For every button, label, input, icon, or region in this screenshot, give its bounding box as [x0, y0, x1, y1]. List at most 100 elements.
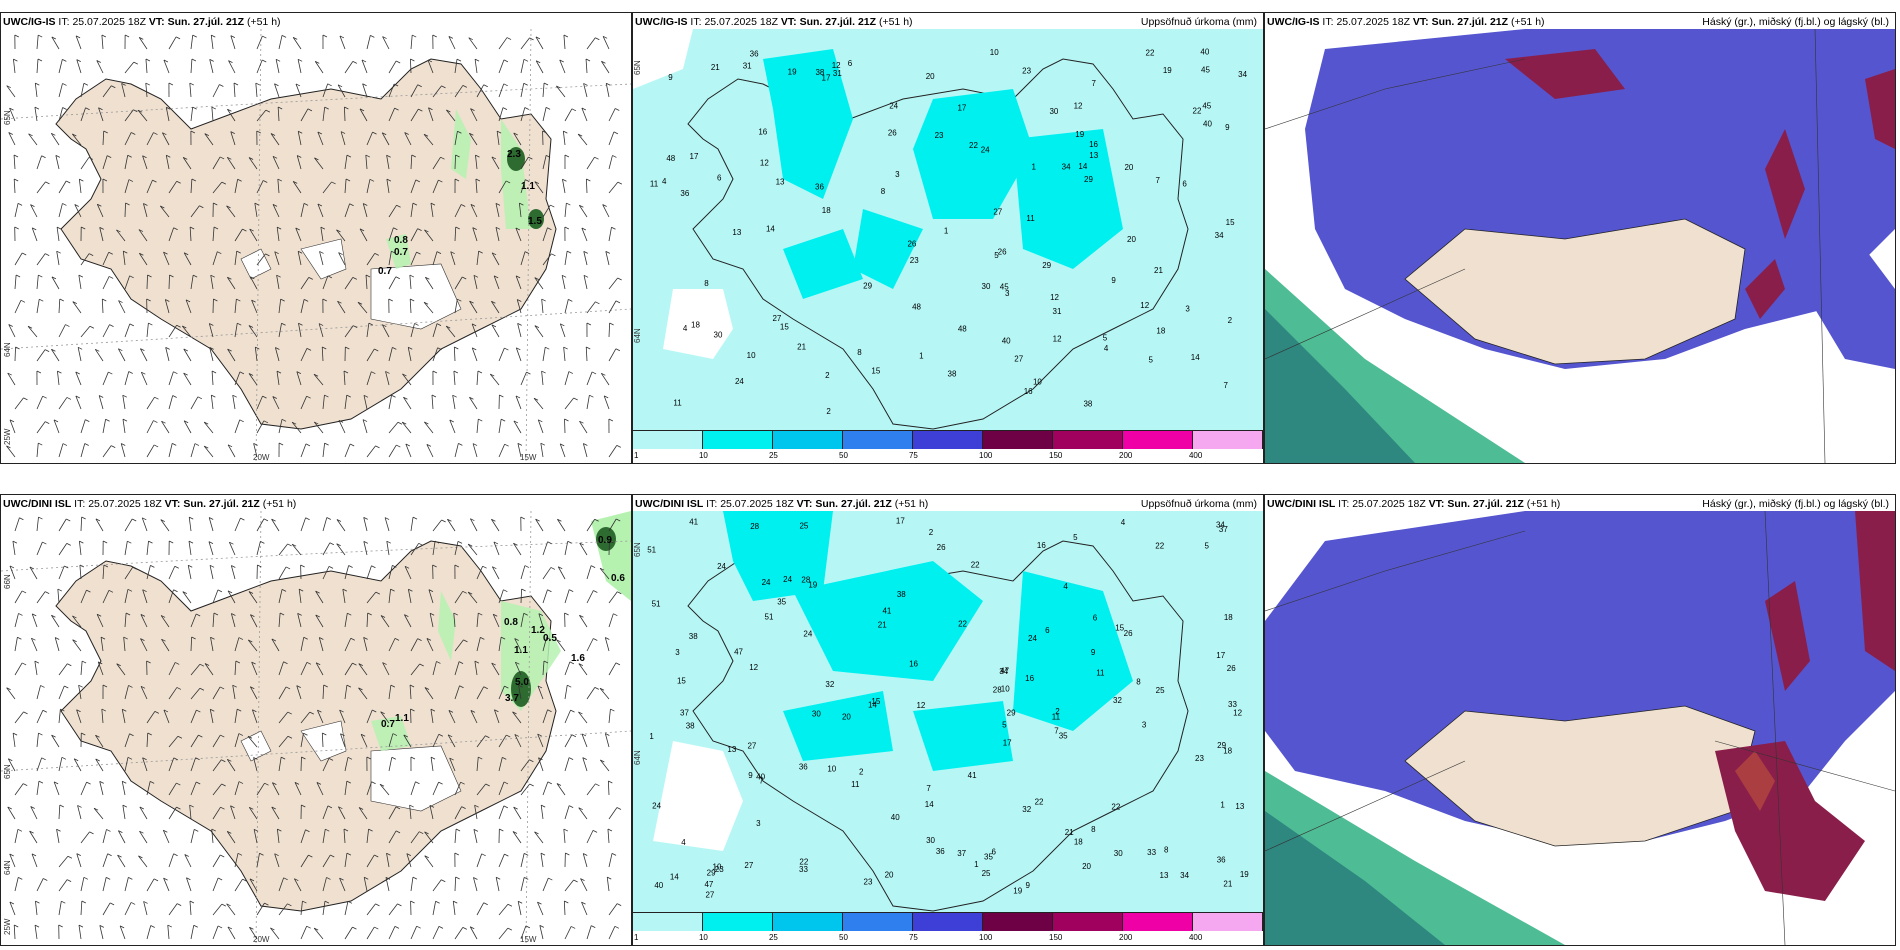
wind-barb-flag: [172, 395, 177, 398]
precip-value: 51: [652, 599, 661, 608]
wind-barb: [468, 37, 478, 50]
wind-barb: [190, 829, 195, 844]
wind-barb: [429, 613, 434, 628]
wind-barb-flag: [521, 588, 526, 592]
wind-barb-flag: [457, 298, 462, 302]
wind-barb-flag: [221, 903, 227, 907]
wind-barb-flag: [276, 226, 282, 230]
wind-barb-flag: [35, 900, 40, 904]
wind-barb: [300, 443, 307, 458]
wind-barb: [36, 253, 46, 266]
wind-barb: [211, 829, 214, 844]
wind-barb-flag: [337, 84, 343, 88]
wind-barb: [410, 831, 420, 844]
wind-barb: [388, 903, 398, 916]
wind-barb-flag: [248, 325, 254, 328]
wind-barb-flag: [227, 348, 232, 352]
precip-value: 21: [711, 63, 720, 72]
wind-barb-flag: [449, 419, 454, 423]
wind-barb-flag: [502, 757, 507, 760]
wind-barb: [430, 203, 434, 218]
precip-value: 12: [1140, 301, 1149, 310]
wind-barb-flag: [566, 202, 571, 206]
wind-barb: [278, 877, 285, 892]
precip-value: 18: [1156, 327, 1165, 336]
wind-barb: [476, 84, 485, 98]
wind-barb-flag: [189, 804, 194, 808]
wind-barb-flag: [78, 924, 84, 928]
wind-barb: [234, 709, 238, 724]
wind-barb: [168, 227, 175, 242]
wind-barb-flag: [547, 709, 552, 713]
colorbar-tick: 10: [698, 451, 708, 460]
wind-barb: [385, 877, 390, 892]
wind-barb: [9, 107, 16, 122]
wind-barb-flag: [14, 226, 19, 230]
wind-barb-flag: [125, 612, 131, 616]
wind-barb: [518, 203, 522, 218]
wind-barb: [58, 901, 62, 916]
wind-barb: [124, 613, 127, 628]
wind-barb: [344, 203, 350, 218]
wind-barb-flag: [140, 348, 145, 352]
wind-barb-flag: [583, 251, 588, 254]
wind-barb-flag: [262, 59, 267, 63]
wind-barb-flag: [536, 60, 541, 64]
wind-barb-flag: [478, 756, 483, 760]
wind-barb-flag: [287, 735, 293, 739]
precip-area-green: [451, 109, 471, 179]
wind-barb-flag: [8, 132, 13, 135]
wind-barb: [233, 83, 236, 98]
wind-barb-flag: [449, 757, 454, 761]
lon-label: 15W: [520, 453, 537, 462]
wind-barb: [122, 805, 126, 820]
wind-barb: [452, 901, 456, 916]
precip-value: 22: [1146, 48, 1155, 57]
precip-value: 16: [1025, 674, 1034, 683]
wind-barb: [253, 829, 258, 844]
wind-barb: [276, 275, 280, 290]
vt-label: VT:: [1412, 16, 1429, 28]
wind-barb: [140, 638, 148, 652]
wind-barb: [315, 590, 324, 604]
vt-label: VT:: [1428, 498, 1445, 510]
wind-barb-flag: [255, 346, 260, 350]
wind-barb: [473, 275, 478, 290]
wind-barb: [190, 59, 193, 74]
wind-barb: [188, 517, 192, 532]
wind-barb-flag: [280, 756, 286, 760]
wind-barb-flag: [302, 900, 307, 904]
wind-barb-flag: [191, 636, 196, 640]
wind-barb-flag: [42, 395, 47, 399]
wind-barb-flag: [237, 852, 243, 856]
precip-value: 5.0: [515, 677, 529, 688]
precip-value: 18: [1074, 837, 1083, 846]
wind-barb-flag: [438, 179, 443, 183]
wind-barb: [276, 829, 280, 844]
wind-barb-flag: [196, 709, 201, 713]
wind-barb-flag: [402, 373, 407, 377]
wind-barb-flag: [506, 734, 511, 738]
wind-barb: [563, 829, 566, 844]
wind-barb-flag: [457, 540, 463, 544]
wind-barb-flag: [305, 443, 311, 447]
wind-barb: [138, 37, 148, 50]
wind-barb-flag: [51, 276, 57, 280]
wind-barb-flag: [529, 759, 534, 763]
wind-barb-flag: [493, 275, 499, 279]
wind-barb: [563, 900, 566, 916]
wind-barb: [210, 35, 214, 50]
wind-barb: [124, 275, 131, 290]
wind-barb-flag: [361, 59, 367, 63]
wind-barb-flag: [96, 60, 101, 63]
precip-value: 33: [1147, 848, 1156, 857]
wind-barb: [56, 829, 60, 844]
wind-barb: [36, 878, 44, 892]
wind-barb: [101, 709, 104, 724]
grid-lines: [1265, 511, 1895, 945]
wind-barb: [322, 684, 325, 700]
wind-barb: [454, 782, 462, 796]
wind-barb: [298, 589, 302, 604]
wind-barb: [581, 227, 588, 242]
wind-barb-flag: [336, 519, 342, 522]
